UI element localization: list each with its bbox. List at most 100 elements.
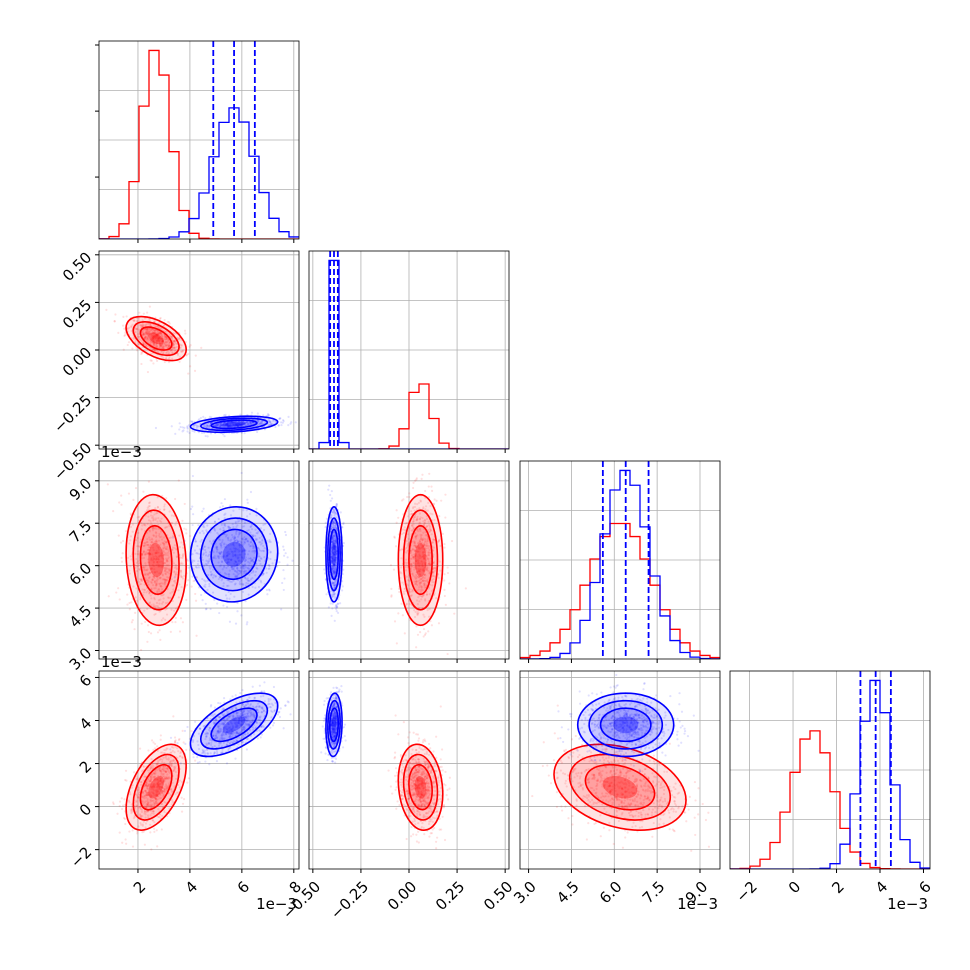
scatter-point-red	[142, 333, 145, 336]
scatter-point-red	[151, 328, 154, 331]
scatter-point-red	[138, 338, 141, 341]
scatter-point-red	[187, 579, 190, 582]
scatter-point-red	[152, 362, 155, 365]
scatter-point-red	[151, 340, 154, 343]
scatter-point-red	[121, 552, 124, 555]
scatter-point-blue	[336, 611, 340, 614]
scatter-point-red	[118, 598, 121, 601]
scatter-point-red	[129, 512, 132, 515]
scatter-point-red	[395, 509, 398, 512]
scatter-point-red	[165, 357, 168, 360]
scatter-point-blue	[220, 424, 223, 427]
scatter-point-blue	[243, 576, 247, 579]
scatter-point-red	[140, 528, 143, 531]
scatter-point-red	[167, 576, 170, 579]
scatter-point-red	[142, 550, 146, 553]
scatter-point-red	[146, 522, 149, 526]
scatter-point-blue	[232, 421, 235, 424]
scatter-point-red	[153, 527, 156, 530]
scatter-point-blue	[328, 484, 331, 487]
scatter-point-red	[168, 510, 171, 513]
scatter-point-red	[149, 341, 152, 344]
scatter-point-red	[136, 335, 140, 338]
scatter-point-red	[157, 539, 161, 542]
scatter-point-red	[150, 558, 153, 561]
scatter-point-blue	[282, 420, 285, 423]
scatter-point-blue	[220, 546, 223, 549]
scatter-point-red	[177, 338, 180, 341]
scatter-point-blue	[236, 567, 239, 570]
scatter-point-red	[160, 332, 163, 335]
scatter-point-red	[143, 544, 146, 547]
scatter-point-red	[149, 552, 152, 556]
scatter-point-blue	[235, 423, 238, 426]
scatter-point-blue	[235, 424, 238, 427]
scatter-point-red	[135, 557, 138, 561]
scatter-point-red	[148, 327, 151, 330]
scatter-point-red	[152, 341, 155, 344]
scatter-point-red	[446, 566, 449, 569]
scatter-point-blue	[239, 423, 242, 426]
scatter-point-red	[159, 334, 162, 337]
scatter-point-red	[134, 538, 138, 542]
scatter-point-red	[144, 620, 147, 624]
scatter-point-red	[159, 576, 162, 579]
scatter-point-red	[156, 576, 159, 579]
scatter-point-red	[148, 590, 151, 594]
scatter-point-red	[169, 349, 172, 352]
scatter-point-blue	[235, 423, 238, 426]
scatter-point-red	[136, 599, 139, 602]
scatter-point-red	[443, 546, 446, 549]
scatter-point-blue	[272, 420, 275, 423]
scatter-point-red	[154, 552, 157, 555]
scatter-point-blue	[236, 562, 239, 565]
scatter-point-red	[170, 348, 173, 351]
scatter-point-blue	[221, 557, 224, 560]
scatter-point-red	[154, 335, 157, 339]
scatter-point-red	[161, 343, 164, 346]
scatter-point-blue	[256, 412, 259, 415]
scatter-point-red	[147, 546, 151, 549]
scatter-point-red	[153, 328, 156, 331]
scatter-point-blue	[209, 422, 213, 425]
scatter-point-blue	[234, 423, 237, 426]
scatter-point-red	[166, 571, 169, 574]
scatter-point-red	[168, 334, 171, 337]
scatter-point-red	[163, 578, 166, 581]
scatter-point-red	[157, 555, 160, 559]
scatter-point-red	[150, 352, 153, 355]
scatter-point-red	[149, 632, 153, 635]
scatter-point-red	[161, 340, 164, 343]
scatter-point-blue	[204, 551, 207, 554]
scatter-point-red	[147, 333, 151, 336]
scatter-point-red	[154, 517, 158, 520]
scatter-point-red	[152, 334, 155, 337]
scatter-point-red	[167, 596, 171, 599]
scatter-point-red	[164, 337, 167, 341]
scatter-point-red	[143, 343, 146, 346]
scatter-point-red	[144, 524, 147, 527]
scatter-point-red	[153, 541, 156, 544]
scatter-point-red	[430, 624, 434, 627]
scatter-point-blue	[225, 546, 228, 549]
scatter-point-red	[152, 534, 155, 537]
scatter-point-red	[194, 354, 197, 357]
scatter-point-red	[162, 536, 165, 539]
scatter-point-red	[127, 492, 131, 495]
scatter-point-red	[166, 554, 169, 557]
scatter-point-blue	[245, 578, 248, 581]
scatter-point-blue	[249, 557, 252, 560]
scatter-point-blue	[238, 423, 242, 427]
scatter-point-red	[179, 562, 182, 566]
scatter-point-red	[154, 324, 157, 328]
scatter-point-blue	[238, 422, 241, 426]
scatter-point-red	[140, 582, 143, 586]
scatter-point-blue	[234, 424, 237, 427]
scatter-point-red	[156, 560, 159, 564]
scatter-point-red	[149, 359, 152, 362]
histogram-red	[99, 49, 299, 239]
scatter-point-red	[180, 586, 183, 589]
panel-p0-p1: −0.50−0.250.000.250.50	[50, 248, 300, 484]
scatter-point-red	[139, 541, 142, 544]
scatter-point-red	[155, 333, 158, 336]
